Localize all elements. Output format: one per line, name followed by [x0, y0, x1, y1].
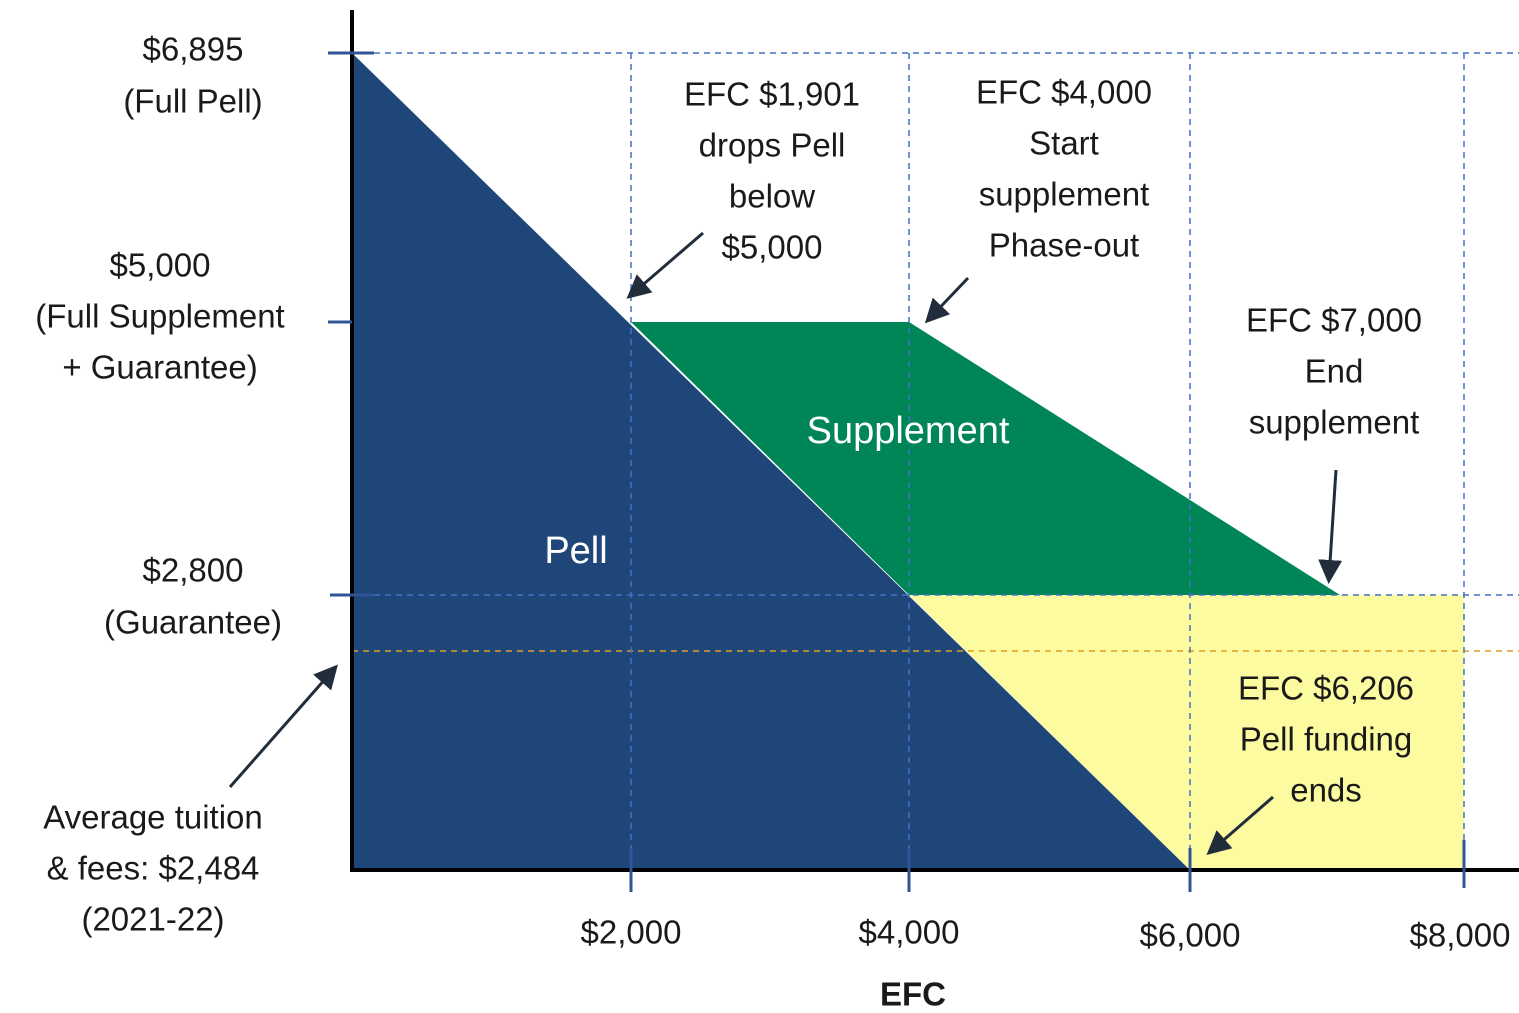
- arrow: [228, 664, 338, 788]
- arrow: [626, 231, 704, 299]
- supplement-area: [631, 322, 1340, 595]
- x-tick-label: $2,000: [581, 914, 682, 951]
- guarantee-area: [909, 595, 1464, 870]
- y-label: $2,800: [143, 552, 244, 589]
- arrow: [1206, 795, 1274, 855]
- annotation: ends: [1290, 772, 1362, 809]
- annotation: supplement: [1249, 404, 1420, 441]
- annotation: Start: [1029, 125, 1099, 162]
- y-label: + Guarantee): [62, 349, 257, 386]
- y-label: (2021-22): [81, 901, 224, 938]
- annotation: drops Pell: [699, 127, 846, 164]
- annotation: End: [1305, 353, 1364, 390]
- x-tick-label: $4,000: [859, 914, 960, 951]
- annotation: EFC $7,000: [1246, 302, 1422, 339]
- y-label: (Full Supplement: [35, 298, 284, 335]
- pell-area: [352, 53, 1190, 870]
- y-label: & fees: $2,484: [47, 850, 260, 887]
- annotation: EFC $6,206: [1238, 670, 1414, 707]
- region-label: Pell: [544, 530, 607, 572]
- x-tick-label: $6,000: [1140, 917, 1241, 954]
- arrow: [924, 276, 970, 324]
- y-label: (Guarantee): [104, 604, 282, 641]
- y-label: (Full Pell): [123, 83, 262, 120]
- annotation: EFC $1,901: [684, 76, 860, 113]
- arrow: [1318, 469, 1343, 584]
- y-label: $5,000: [110, 247, 211, 284]
- y-label: $6,895: [143, 31, 244, 68]
- annotation: Pell funding: [1240, 721, 1412, 758]
- x-axis-title: EFC: [880, 976, 946, 1013]
- annotation: EFC $4,000: [976, 74, 1152, 111]
- annotation: supplement: [979, 176, 1150, 213]
- annotation: Phase-out: [989, 227, 1139, 264]
- x-tick-label: $8,000: [1410, 917, 1511, 954]
- region-label: Supplement: [807, 410, 1010, 452]
- annotation: below: [729, 178, 815, 215]
- y-label: Average tuition: [43, 799, 263, 836]
- annotation: $5,000: [722, 229, 823, 266]
